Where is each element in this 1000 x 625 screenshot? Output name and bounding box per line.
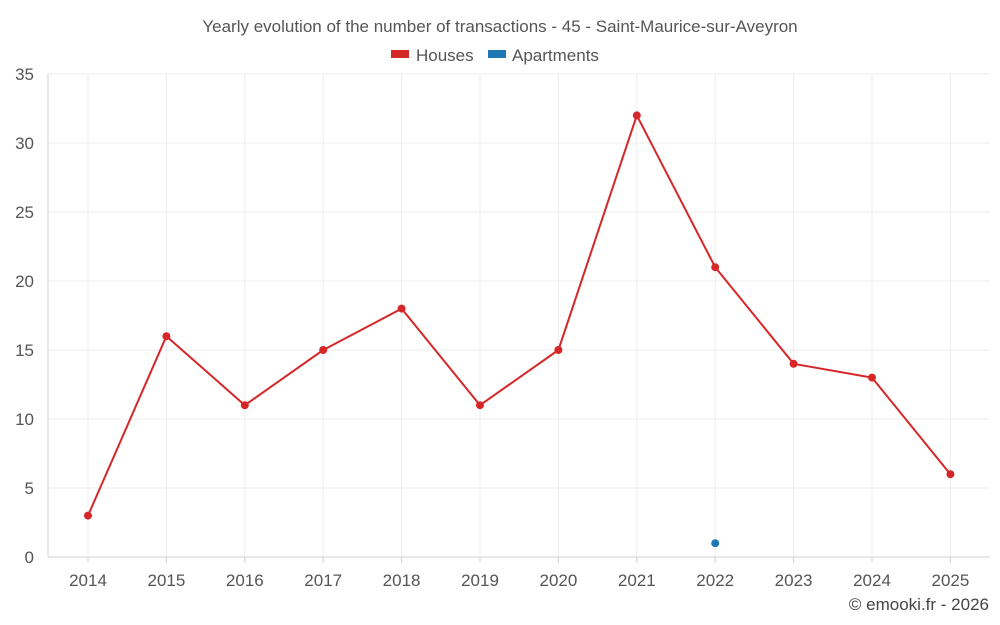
data-point-houses-2022[interactable] xyxy=(711,263,719,271)
chart-title: Yearly evolution of the number of transa… xyxy=(202,17,797,36)
credit-text: © emooki.fr - 2026 xyxy=(849,595,989,614)
y-tick-label: 25 xyxy=(15,203,34,222)
legend: Houses Apartments xyxy=(391,46,599,65)
data-point-houses-2015[interactable] xyxy=(162,332,170,340)
x-tick-label: 2020 xyxy=(539,571,577,590)
data-point-houses-2017[interactable] xyxy=(319,346,327,354)
x-tick-label: 2016 xyxy=(226,571,264,590)
x-tick-label: 2019 xyxy=(461,571,499,590)
data-point-houses-2019[interactable] xyxy=(476,401,484,409)
data-point-houses-2024[interactable] xyxy=(868,374,876,382)
x-tick-label: 2018 xyxy=(383,571,421,590)
data-point-houses-2025[interactable] xyxy=(946,470,954,478)
chart: Yearly evolution of the number of transa… xyxy=(0,0,1000,625)
data-point-houses-2016[interactable] xyxy=(241,401,249,409)
legend-swatch-apartments xyxy=(488,50,506,58)
x-tick-label: 2023 xyxy=(775,571,813,590)
grid xyxy=(48,74,990,557)
x-tick-label: 2015 xyxy=(147,571,185,590)
y-tick-label: 30 xyxy=(15,134,34,153)
y-tick-label: 20 xyxy=(15,272,34,291)
series-line-houses xyxy=(88,115,950,515)
legend-label-houses: Houses xyxy=(416,46,474,65)
x-tick-label: 2024 xyxy=(853,571,891,590)
data-point-houses-2023[interactable] xyxy=(790,360,798,368)
data-point-apartments-2022[interactable] xyxy=(711,539,719,547)
legend-item-houses[interactable]: Houses xyxy=(391,46,474,65)
series xyxy=(84,111,954,547)
y-tick-label: 35 xyxy=(15,65,34,84)
data-point-houses-2020[interactable] xyxy=(554,346,562,354)
x-tick-label: 2022 xyxy=(696,571,734,590)
y-tick-label: 15 xyxy=(15,341,34,360)
legend-label-apartments: Apartments xyxy=(512,46,599,65)
x-tick-label: 2021 xyxy=(618,571,656,590)
y-tick-label: 10 xyxy=(15,410,34,429)
data-point-houses-2021[interactable] xyxy=(633,111,641,119)
x-tick-label: 2014 xyxy=(69,571,107,590)
legend-swatch-houses xyxy=(391,50,409,58)
y-tick-label: 5 xyxy=(25,479,34,498)
data-point-houses-2018[interactable] xyxy=(398,305,406,313)
legend-item-apartments[interactable]: Apartments xyxy=(488,46,599,65)
y-tick-label: 0 xyxy=(25,548,34,567)
x-tick-label: 2025 xyxy=(931,571,969,590)
x-tick-label: 2017 xyxy=(304,571,342,590)
data-point-houses-2014[interactable] xyxy=(84,512,92,520)
